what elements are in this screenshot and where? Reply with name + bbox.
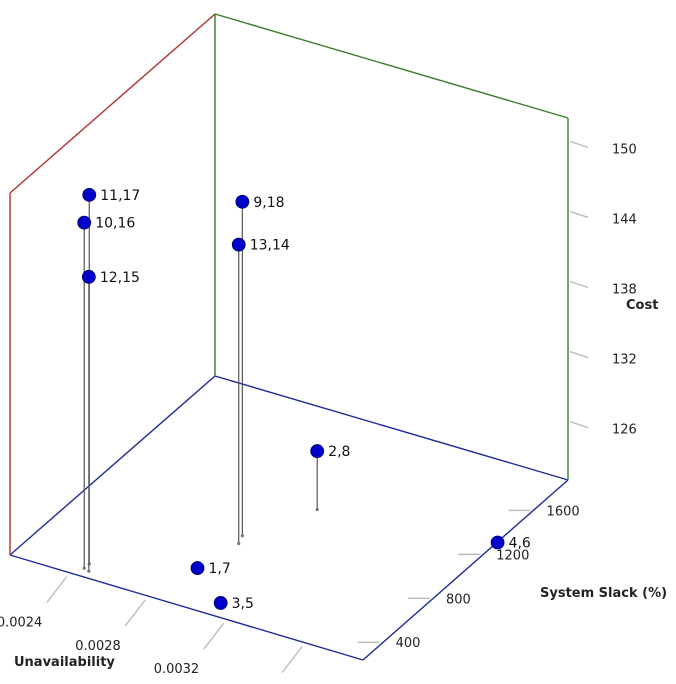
z-tick-label: 132 — [612, 353, 637, 368]
drop-line-base — [82, 566, 86, 570]
y-tick-label: 400 — [396, 636, 421, 651]
drop-line-base — [315, 507, 319, 512]
data-point-label: 3,5 — [232, 596, 254, 612]
data-point — [490, 535, 505, 550]
data-point-label: 12,15 — [100, 270, 140, 286]
data-point-label: 2,8 — [328, 444, 350, 460]
z-tick-mark — [569, 350, 589, 359]
data-point — [82, 187, 97, 202]
z-axis-title: Cost — [626, 298, 658, 313]
drop-line-base — [237, 541, 241, 546]
chart-frame — [9, 13, 569, 661]
z-tick-mark — [569, 140, 589, 149]
x-tick-label: 0.0024 — [0, 616, 42, 631]
data-point — [231, 237, 246, 252]
x-tick-label: 0.0028 — [75, 639, 121, 654]
x-tick-label: 0.0032 — [154, 662, 200, 677]
data-point-label: 4,6 — [509, 535, 531, 551]
data-point — [81, 269, 96, 284]
data-point — [213, 596, 228, 610]
floor-edge-front — [9, 554, 364, 661]
z-tick-label: 126 — [612, 423, 637, 438]
z-tick-mark — [569, 420, 589, 429]
z-tick-label: 144 — [612, 212, 637, 227]
z-tick-label: 138 — [612, 282, 637, 297]
y-tick-label: 1200 — [496, 548, 529, 563]
floor-edge-right — [362, 479, 569, 661]
data-point — [190, 561, 205, 575]
floor-edge-back — [214, 375, 569, 481]
x-axis-title: Unavailability — [14, 655, 115, 670]
drop-line-base — [87, 569, 91, 573]
z-tick-mark — [569, 210, 589, 219]
drop-line-base — [240, 534, 244, 538]
x-tick-mark — [203, 622, 225, 650]
y-axis-title: System Slack (%) — [540, 586, 667, 601]
y-tick-label: 800 — [446, 592, 471, 607]
back-wall-edge-top — [214, 13, 569, 119]
x-tick-mark — [281, 646, 303, 673]
data-point-label: 13,14 — [250, 238, 290, 254]
data-point — [235, 194, 250, 209]
floor-edge-left — [9, 375, 216, 556]
x-tick-mark — [124, 599, 146, 627]
data-points: 11,17 10,16 12,15 9,18 13,14 1,7 2,8 3,5 4,6 — [77, 187, 531, 612]
data-point — [310, 444, 325, 458]
axis-ticks: 0.00240.00280.00320.00364008001200160012… — [0, 140, 637, 677]
z-tick-mark — [569, 280, 589, 289]
data-point — [77, 215, 92, 230]
data-point-label: 10,16 — [95, 216, 135, 232]
data-point-label: 1,7 — [208, 561, 230, 577]
data-point-label: 9,18 — [253, 195, 284, 211]
y-tick-label: 1600 — [547, 504, 580, 519]
side-wall-edge-top — [9, 13, 216, 194]
x-tick-mark — [46, 576, 68, 603]
data-point-label: 11,17 — [100, 188, 140, 204]
z-tick-label: 150 — [612, 142, 637, 157]
